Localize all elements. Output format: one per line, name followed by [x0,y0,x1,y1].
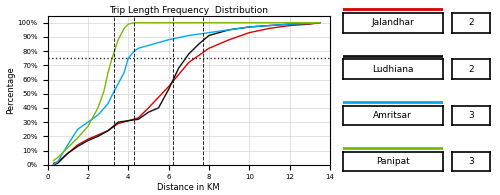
Text: Amritsar: Amritsar [374,111,412,120]
Text: 3: 3 [468,111,473,120]
X-axis label: Distance in KM: Distance in KM [158,183,220,192]
Y-axis label: Percentage: Percentage [6,66,15,114]
Text: Panipat: Panipat [376,157,410,166]
Title: Trip Length Frequency  Distribution: Trip Length Frequency Distribution [109,6,268,15]
Text: Jalandhar: Jalandhar [372,18,414,27]
Text: 3: 3 [468,157,473,166]
Text: Ludhiana: Ludhiana [372,65,414,74]
Text: 2: 2 [468,65,473,74]
Text: 2: 2 [468,18,473,27]
